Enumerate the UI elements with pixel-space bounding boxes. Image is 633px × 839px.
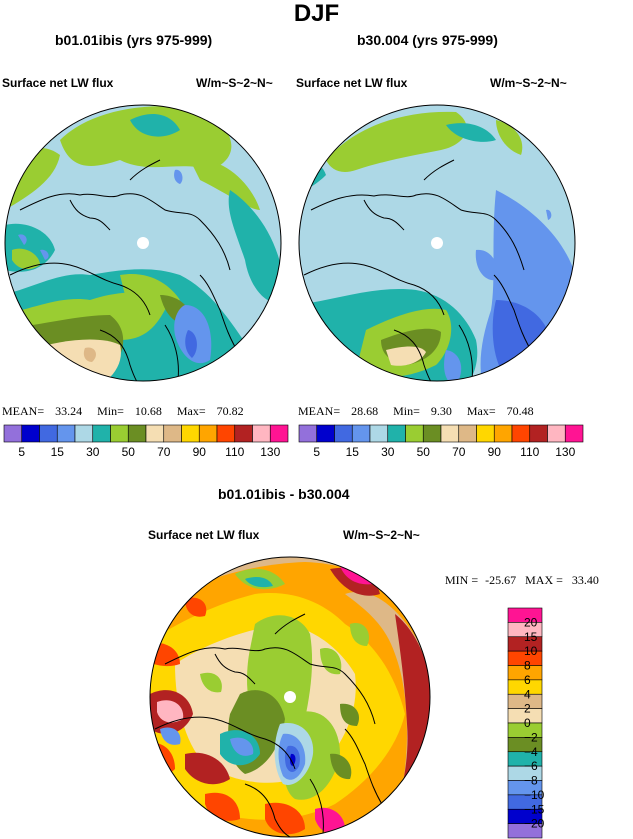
colorbar3-tick-label: −6 bbox=[524, 759, 538, 773]
colorbar2-swatch bbox=[298, 424, 318, 443]
diff-stats: MIN = -25.67 MAX = 33.40 bbox=[445, 573, 599, 587]
colorbar1-tick-label: 70 bbox=[157, 445, 171, 459]
colorbar3-tick-label: −4 bbox=[524, 745, 538, 759]
colorbar1-swatch bbox=[163, 424, 182, 443]
colorbar1-swatch bbox=[234, 424, 253, 443]
colorbar2-tick-label: 90 bbox=[488, 445, 502, 459]
colorbar3-tick-label: 20 bbox=[524, 615, 538, 629]
panel1-title: b01.01ibis (yrs 975-999) bbox=[55, 32, 213, 48]
colorbar2-tick-label: 5 bbox=[313, 445, 320, 459]
colorbar1-swatch bbox=[145, 424, 165, 443]
colorbar-panel1: 5 15 30 50 70 90 110 130 bbox=[3, 424, 289, 459]
colorbar2-swatch bbox=[440, 424, 460, 443]
colorbar1-swatch bbox=[198, 424, 218, 443]
colorbar2-swatch bbox=[476, 424, 495, 443]
colorbar2-tick-label: 50 bbox=[417, 445, 431, 459]
colorbar1-swatch bbox=[21, 424, 40, 443]
colorbar3-tick-label: 8 bbox=[524, 659, 531, 673]
map-difference bbox=[149, 556, 431, 838]
colorbar2-swatch bbox=[547, 424, 566, 443]
colorbar1-swatch bbox=[252, 424, 271, 443]
colorbar2-swatch bbox=[334, 424, 353, 443]
colorbar2-swatch bbox=[511, 424, 531, 443]
colorbar1-swatch bbox=[110, 424, 129, 443]
colorbar1-tick-label: 50 bbox=[122, 445, 136, 459]
colorbar1-tick-label: 30 bbox=[86, 445, 100, 459]
colorbar3-swatch bbox=[507, 823, 543, 839]
colorbar1-tick-label: 90 bbox=[193, 445, 207, 459]
colorbar2-tick-label: 30 bbox=[381, 445, 395, 459]
colorbar2-tick-label: 130 bbox=[555, 445, 575, 459]
colorbar2-swatch bbox=[458, 424, 477, 443]
colorbar2-swatch bbox=[316, 424, 335, 443]
colorbar3-tick-label: 15 bbox=[524, 630, 538, 644]
colorbar3-tick-label: 0 bbox=[524, 716, 531, 730]
colorbar2-swatch bbox=[405, 424, 424, 443]
colorbar1-swatch bbox=[56, 424, 76, 443]
panel2-stats: MEAN= 28.68 Min= 9.30 Max= 70.48 bbox=[298, 404, 534, 418]
colorbar2-swatch bbox=[351, 424, 371, 443]
colorbar2-swatch bbox=[422, 424, 442, 443]
diff-variable: Surface net LW flux bbox=[148, 528, 260, 542]
colorbar2-swatch bbox=[493, 424, 513, 443]
colorbar3-tick-label: −2 bbox=[524, 730, 538, 744]
colorbar1-swatch bbox=[181, 424, 200, 443]
colorbar1-swatch bbox=[127, 424, 147, 443]
colorbar2-swatch bbox=[387, 424, 406, 443]
colorbar2-swatch bbox=[369, 424, 389, 443]
colorbar3-tick-label: −15 bbox=[524, 802, 545, 816]
colorbar3-tick-label: 4 bbox=[524, 687, 531, 701]
panel2-units: W/m~S~2~N~ bbox=[490, 76, 567, 90]
panel2-title: b30.004 (yrs 975-999) bbox=[357, 32, 498, 48]
colorbar3-tick-label: −8 bbox=[524, 774, 538, 788]
colorbar1-tick-label: 5 bbox=[18, 445, 25, 459]
panel2-variable: Surface net LW flux bbox=[296, 76, 408, 90]
diff-title: b01.01ibis - b30.004 bbox=[218, 486, 350, 502]
colorbar1-swatch bbox=[269, 424, 289, 443]
map-panel1 bbox=[4, 104, 282, 382]
colorbar1-swatch bbox=[39, 424, 58, 443]
colorbar2-swatch bbox=[529, 424, 548, 443]
panel1-stats: MEAN= 33.24 Min= 10.68 Max= 70.82 bbox=[2, 404, 244, 418]
colorbar3-tick-label: −10 bbox=[524, 788, 545, 802]
panel1-units: W/m~S~2~N~ bbox=[196, 76, 273, 90]
colorbar1-tick-label: 110 bbox=[225, 445, 244, 459]
colorbar3-tick-label: 6 bbox=[524, 673, 531, 687]
colorbar1-swatch bbox=[74, 424, 94, 443]
colorbar1-swatch bbox=[3, 424, 23, 443]
panel1-variable: Surface net LW flux bbox=[2, 76, 114, 90]
colorbar2-swatch bbox=[564, 424, 584, 443]
colorbar3-tick-label: 2 bbox=[524, 702, 531, 716]
colorbar1-swatch bbox=[92, 424, 111, 443]
colorbar1-tick-label: 15 bbox=[51, 445, 65, 459]
colorbar2-tick-label: 110 bbox=[520, 445, 539, 459]
map-panel2 bbox=[298, 104, 576, 382]
colorbar2-tick-label: 15 bbox=[346, 445, 360, 459]
diff-units: W/m~S~2~N~ bbox=[343, 528, 420, 542]
colorbar1-swatch bbox=[216, 424, 236, 443]
main-title: DJF bbox=[293, 0, 340, 27]
colorbar3-tick-label: 10 bbox=[524, 644, 538, 658]
colorbar1-tick-label: 130 bbox=[260, 445, 280, 459]
colorbar2-tick-label: 70 bbox=[452, 445, 466, 459]
colorbar-panel2: 5 15 30 50 70 90 110 130 bbox=[298, 424, 584, 459]
colorbar3-tick-label: −20 bbox=[524, 817, 545, 831]
